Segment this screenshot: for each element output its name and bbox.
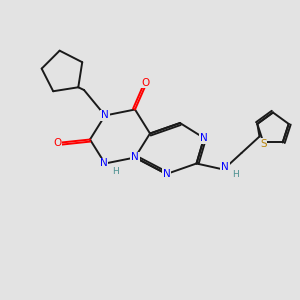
Text: N: N bbox=[131, 152, 139, 163]
Text: N: N bbox=[163, 169, 170, 179]
Text: N: N bbox=[221, 161, 229, 172]
Text: S: S bbox=[260, 139, 267, 149]
Text: H: H bbox=[232, 169, 239, 178]
Text: O: O bbox=[141, 77, 150, 88]
Text: N: N bbox=[101, 110, 109, 121]
Text: N: N bbox=[100, 158, 107, 169]
Text: N: N bbox=[200, 133, 208, 143]
Text: O: O bbox=[53, 137, 61, 148]
Text: H: H bbox=[112, 167, 119, 176]
